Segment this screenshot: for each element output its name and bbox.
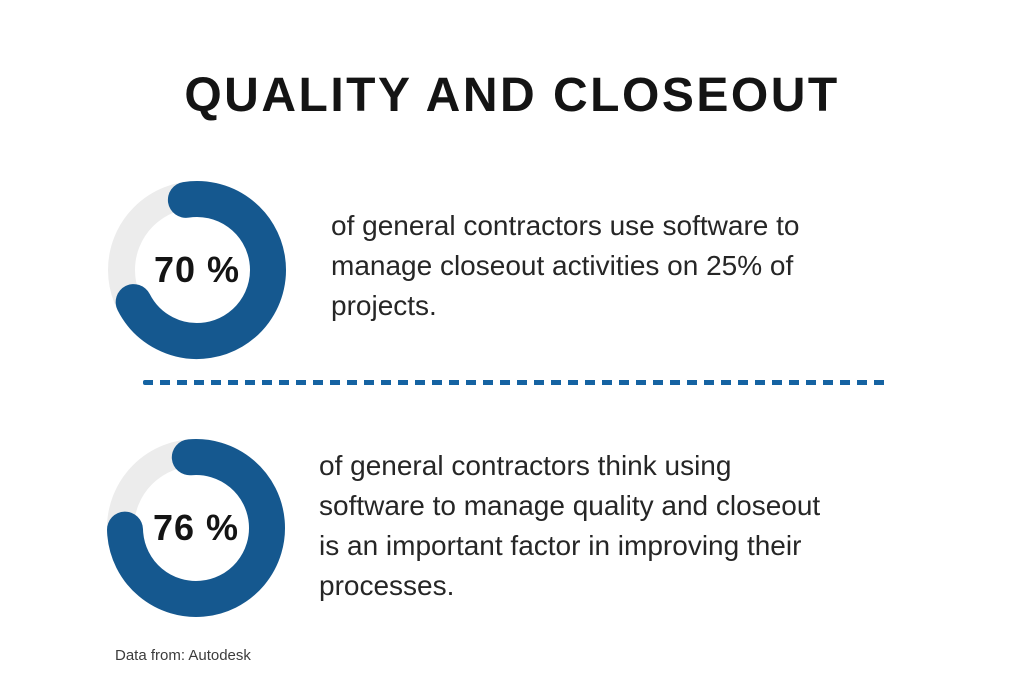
page-title: QUALITY AND CLOSEOUT xyxy=(184,69,840,122)
data-source-note: Data from: Autodesk xyxy=(115,647,251,664)
donut-chart-quality-importance: 76 % xyxy=(106,438,286,618)
donut-progress-arc xyxy=(108,181,286,359)
stat-description-quality-importance: of general contractors think using softw… xyxy=(319,450,821,601)
donut-chart-closeout-software: 70 % xyxy=(107,180,287,360)
stat-description-closeout-software: of general contractors use software to m… xyxy=(331,210,800,321)
donut-svg xyxy=(107,439,285,617)
dashed-divider xyxy=(143,380,890,385)
donut-progress-arc xyxy=(107,439,285,617)
donut-svg xyxy=(108,181,286,359)
